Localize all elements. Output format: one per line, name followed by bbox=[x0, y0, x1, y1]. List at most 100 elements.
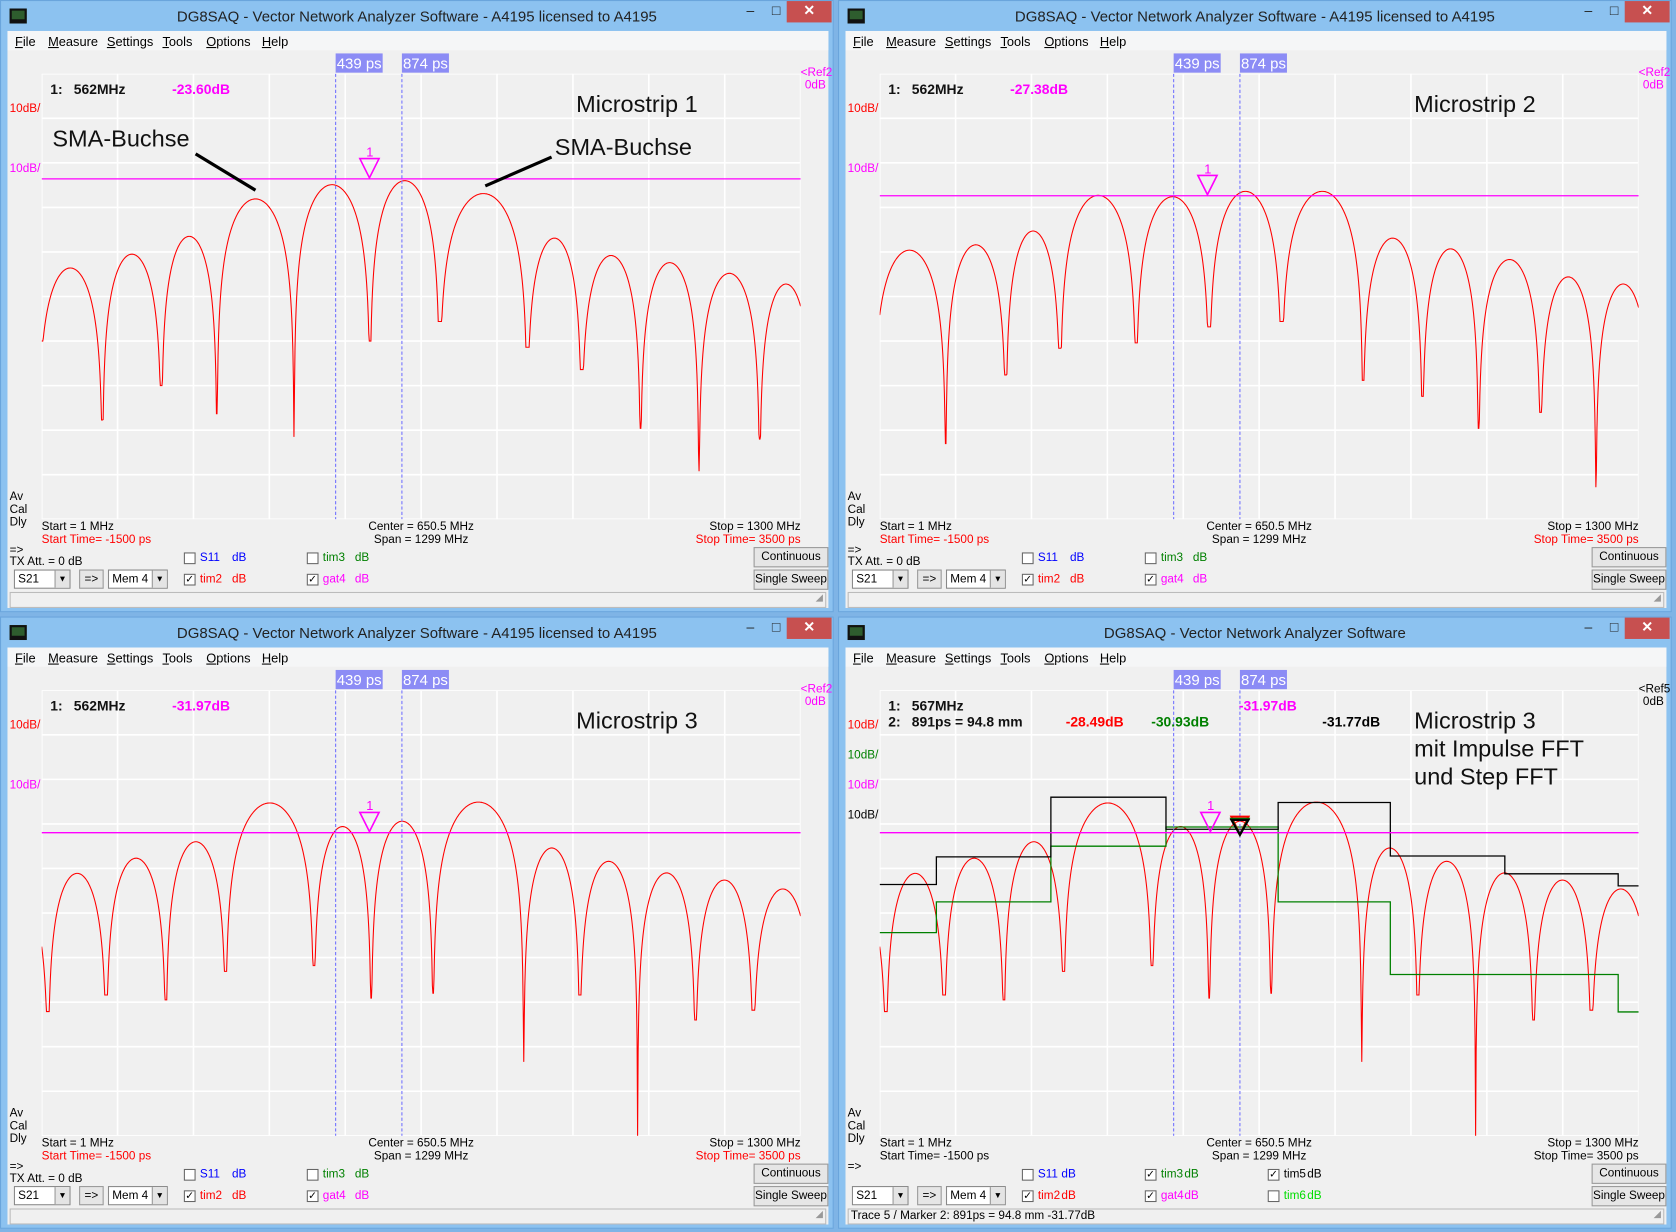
time-marker-label-1[interactable]: 439 ps bbox=[1173, 669, 1221, 690]
checkbox-tim2[interactable]: ✓ bbox=[1021, 573, 1034, 586]
single-sweep-button[interactable]: Single Sweep bbox=[1591, 1186, 1667, 1207]
menu-help[interactable]: Help bbox=[261, 650, 289, 666]
trace-label-gat4[interactable]: gat4 bbox=[322, 572, 346, 586]
app-icon[interactable] bbox=[847, 625, 865, 641]
memory-select[interactable]: Mem 4 ▼ bbox=[945, 1186, 1006, 1206]
trace-label-gat4[interactable]: gat4 bbox=[322, 1189, 346, 1203]
menu-options[interactable]: Options bbox=[1044, 34, 1089, 50]
transfer-button[interactable]: => bbox=[917, 1186, 942, 1206]
menu-options[interactable]: Options bbox=[1044, 650, 1089, 666]
menu-measure[interactable]: Measure bbox=[48, 34, 99, 50]
trace-unit[interactable]: dB bbox=[1069, 551, 1085, 565]
menu-help[interactable]: Help bbox=[1099, 34, 1127, 50]
chevron-down-icon[interactable]: ▼ bbox=[892, 1187, 908, 1205]
minimize-button[interactable]: – bbox=[1584, 618, 1593, 635]
trace-unit[interactable]: dB bbox=[231, 1167, 247, 1181]
trace-label-s11[interactable]: S11 bbox=[199, 551, 220, 565]
transfer-button[interactable]: => bbox=[917, 569, 942, 589]
chevron-down-icon[interactable]: ▼ bbox=[151, 570, 167, 588]
maximize-button[interactable]: □ bbox=[771, 618, 781, 635]
memory-select[interactable]: Mem 4 ▼ bbox=[107, 569, 168, 589]
time-marker-label-1[interactable]: 439 ps bbox=[335, 53, 383, 73]
trace-unit[interactable]: dB bbox=[1307, 1167, 1322, 1181]
plot-area[interactable]: 1 bbox=[879, 73, 1639, 520]
trace-label-tim2[interactable]: tim2 bbox=[1037, 572, 1061, 586]
continuous-button[interactable]: Continuous bbox=[1591, 547, 1667, 568]
menu-settings[interactable]: Settings bbox=[106, 650, 154, 666]
continuous-button[interactable]: Continuous bbox=[1591, 1163, 1667, 1184]
menu-measure[interactable]: Measure bbox=[48, 650, 99, 666]
menu-file[interactable]: File bbox=[852, 650, 874, 666]
s-parameter-select[interactable]: S21 ▼ bbox=[13, 569, 71, 589]
checkbox-tim6[interactable] bbox=[1267, 1190, 1280, 1203]
checkbox-gat4[interactable]: ✓ bbox=[1144, 1190, 1157, 1203]
resize-grip-icon[interactable]: ◢ bbox=[1653, 1208, 1662, 1220]
chevron-down-icon[interactable]: ▼ bbox=[54, 570, 70, 588]
checkbox-tim2[interactable]: ✓ bbox=[183, 1190, 196, 1203]
menu-file[interactable]: File bbox=[14, 34, 36, 50]
plot-area[interactable]: 1 bbox=[41, 73, 801, 520]
menu-options[interactable]: Options bbox=[206, 650, 251, 666]
menu-help[interactable]: Help bbox=[1099, 650, 1127, 666]
plot-area[interactable]: 1 bbox=[879, 690, 1639, 1136]
trace-unit[interactable]: dB bbox=[1192, 572, 1208, 586]
checkbox-s11[interactable] bbox=[1021, 1168, 1034, 1181]
trace-unit[interactable]: dB bbox=[1307, 1189, 1322, 1203]
s-parameter-select[interactable]: S21 ▼ bbox=[13, 1186, 71, 1206]
menu-settings[interactable]: Settings bbox=[944, 34, 992, 50]
memory-select[interactable]: Mem 4 ▼ bbox=[107, 1186, 168, 1206]
checkbox-tim3[interactable]: ✓ bbox=[1144, 1168, 1157, 1181]
chevron-down-icon[interactable]: ▼ bbox=[989, 570, 1005, 588]
trace-label-tim3[interactable]: tim3 bbox=[1160, 551, 1184, 565]
minimize-button[interactable]: – bbox=[746, 618, 755, 635]
trace-unit[interactable]: dB bbox=[354, 1189, 370, 1203]
app-icon[interactable] bbox=[9, 625, 27, 641]
single-sweep-button[interactable]: Single Sweep bbox=[1591, 569, 1667, 590]
checkbox-tim5[interactable]: ✓ bbox=[1267, 1168, 1280, 1181]
trace-label-tim2[interactable]: tim2 bbox=[199, 572, 223, 586]
checkbox-gat4[interactable]: ✓ bbox=[306, 573, 319, 586]
trace-unit[interactable]: dB bbox=[354, 551, 370, 565]
trace-unit[interactable]: dB bbox=[1184, 1189, 1199, 1203]
app-icon[interactable] bbox=[847, 8, 865, 24]
trace-unit[interactable]: dB bbox=[354, 1167, 370, 1181]
memory-select[interactable]: Mem 4 ▼ bbox=[945, 569, 1006, 589]
checkbox-tim3[interactable] bbox=[1144, 552, 1157, 565]
trace-label-s11[interactable]: S11 bbox=[1037, 1167, 1058, 1181]
menu-tools[interactable]: Tools bbox=[1000, 34, 1031, 50]
checkbox-s11[interactable] bbox=[1021, 552, 1034, 565]
checkbox-tim2[interactable]: ✓ bbox=[183, 573, 196, 586]
trace-unit[interactable]: dB bbox=[1184, 1167, 1199, 1181]
trace-unit[interactable]: dB bbox=[231, 572, 247, 586]
time-marker-label-2[interactable]: 874 ps bbox=[401, 53, 449, 73]
trace-unit[interactable]: dB bbox=[1061, 1167, 1076, 1181]
minimize-button[interactable]: – bbox=[1584, 2, 1593, 19]
time-marker-label-1[interactable]: 439 ps bbox=[335, 669, 383, 690]
trace-label-tim2[interactable]: tim2 bbox=[199, 1189, 223, 1203]
trace-label-tim3[interactable]: tim3 bbox=[322, 1167, 346, 1181]
trace-label-s11[interactable]: S11 bbox=[1037, 551, 1058, 565]
menu-tools[interactable]: Tools bbox=[1000, 650, 1031, 666]
trace-unit[interactable]: dB bbox=[1192, 551, 1208, 565]
menu-measure[interactable]: Measure bbox=[886, 650, 937, 666]
time-marker-label-2[interactable]: 874 ps bbox=[1239, 669, 1288, 690]
close-button[interactable]: ✕ bbox=[1624, 1, 1670, 23]
time-marker-label-2[interactable]: 874 ps bbox=[1239, 53, 1288, 73]
trace-label-s11[interactable]: S11 bbox=[199, 1167, 220, 1181]
close-button[interactable]: ✕ bbox=[786, 617, 832, 639]
trace-label-tim5[interactable]: tim5 bbox=[1283, 1167, 1306, 1181]
time-marker-label-2[interactable]: 874 ps bbox=[401, 669, 449, 690]
trace-label-tim3[interactable]: tim3 bbox=[1160, 1167, 1184, 1181]
s-parameter-select[interactable]: S21 ▼ bbox=[851, 569, 909, 589]
trace-unit[interactable]: dB bbox=[231, 551, 247, 565]
menu-file[interactable]: File bbox=[14, 650, 36, 666]
checkbox-tim3[interactable] bbox=[306, 552, 319, 565]
transfer-button[interactable]: => bbox=[79, 1186, 104, 1206]
time-marker-label-1[interactable]: 439 ps bbox=[1173, 53, 1221, 73]
checkbox-tim2[interactable]: ✓ bbox=[1021, 1190, 1034, 1203]
resize-grip-icon[interactable]: ◢ bbox=[1653, 591, 1662, 603]
trace-label-tim6[interactable]: tim6 bbox=[1283, 1189, 1306, 1203]
checkbox-s11[interactable] bbox=[183, 552, 196, 565]
chevron-down-icon[interactable]: ▼ bbox=[892, 570, 908, 588]
menu-options[interactable]: Options bbox=[206, 34, 251, 50]
